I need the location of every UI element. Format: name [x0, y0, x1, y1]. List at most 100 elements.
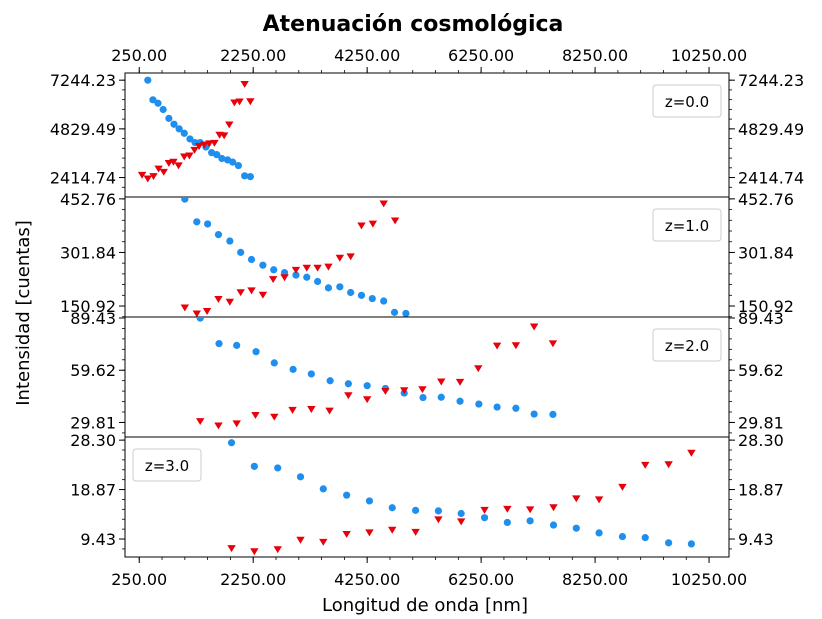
blue-point: [641, 534, 649, 542]
red-point: [474, 365, 483, 373]
red-point: [196, 418, 205, 426]
red-point: [618, 483, 627, 491]
blue-point: [549, 410, 557, 419]
blue-point: [149, 96, 157, 104]
red-point: [154, 165, 163, 173]
blue-point: [412, 506, 420, 514]
y-tick-label-left: 2414.74: [50, 169, 116, 188]
panel-markers: [196, 317, 558, 430]
panel-frame: [124, 196, 730, 318]
y-tick-label-right: 452.76: [738, 190, 794, 209]
blue-point: [154, 99, 162, 107]
bottom-x-tick-label: 8250.00: [562, 570, 628, 589]
red-point: [225, 298, 235, 306]
red-point: [143, 175, 152, 183]
legend-box: [132, 448, 202, 482]
blue-point: [227, 439, 236, 447]
red-point: [362, 396, 372, 404]
red-point: [230, 99, 239, 107]
blue-point: [336, 283, 344, 291]
blue-point: [289, 365, 297, 373]
red-point: [200, 141, 209, 149]
blue-point: [480, 514, 489, 522]
red-point: [344, 392, 353, 400]
red-point: [503, 505, 512, 513]
red-point: [437, 378, 446, 386]
top-x-axis: 250.00 2250.00 4250.00 6250.00 8250.00 10250.…: [111, 46, 747, 73]
blue-point: [390, 308, 399, 316]
bottom-x-axis: 250.00 2250.00 4250.00 6250.00 8250.00 10250.…: [111, 557, 747, 589]
y-tick-label-right: 301.84: [738, 243, 794, 262]
red-point: [319, 538, 328, 546]
red-point: [480, 506, 489, 514]
red-point: [365, 529, 374, 537]
red-point: [210, 139, 219, 147]
red-point: [190, 146, 199, 154]
top-x-tick-label: 6250.00: [448, 46, 514, 65]
red-point: [302, 264, 311, 272]
blue-point: [159, 105, 167, 114]
panel-frame: [124, 436, 730, 558]
blue-point: [296, 473, 305, 481]
blue-point: [234, 161, 242, 170]
y-tick-label-left: 301.84: [60, 243, 116, 262]
blue-point: [204, 220, 212, 228]
blue-point: [313, 277, 322, 286]
blue-point: [512, 404, 520, 412]
panel-markers: [227, 439, 696, 556]
red-point: [174, 162, 183, 170]
red-point: [247, 287, 256, 295]
red-point: [232, 420, 241, 428]
blue-point: [549, 521, 558, 529]
top-x-tick-label: 2250.00: [220, 46, 286, 65]
blue-point: [388, 504, 396, 512]
red-point: [548, 340, 558, 348]
red-point: [434, 516, 443, 524]
red-point: [549, 504, 558, 512]
bottom-x-tick-label: 4250.00: [334, 570, 400, 589]
y-tick-label-left: 4829.49: [50, 120, 116, 139]
red-point: [235, 98, 244, 106]
blue-point: [196, 317, 204, 322]
blue-point: [247, 255, 256, 264]
blue-point: [687, 540, 695, 548]
y-axis-label: Intensidad [cuentas]: [13, 220, 34, 406]
blue-point: [526, 517, 534, 525]
panel-markers: [137, 76, 255, 183]
y-tick-label-left: 9.43: [80, 530, 116, 549]
red-point: [268, 276, 278, 284]
chart-title: Atenuación cosmológica: [263, 12, 564, 37]
blue-point: [246, 173, 254, 181]
blue-point: [402, 309, 410, 317]
red-point: [572, 495, 581, 503]
blue-point: [237, 248, 245, 256]
top-x-tick-label: 8250.00: [562, 46, 628, 65]
blue-point: [252, 348, 260, 356]
legend-label: z=2.0: [665, 337, 709, 355]
red-point: [390, 217, 400, 225]
y-tick-label-right: 18.87: [738, 481, 784, 500]
blue-point: [380, 297, 388, 305]
red-point: [324, 263, 333, 271]
panel-2: 29.81 29.81 59.62 59.62 89.43 89.43 z=2.0: [70, 309, 784, 438]
red-point: [381, 387, 390, 395]
y-tick-label-right: 28.30: [738, 431, 784, 450]
red-point: [411, 528, 420, 536]
panel-legend: z=1.0: [652, 208, 722, 242]
red-point: [594, 496, 604, 504]
red-point: [180, 153, 189, 161]
red-point: [492, 342, 502, 350]
blue-point: [437, 393, 445, 401]
blue-point: [357, 291, 366, 299]
red-point: [180, 304, 190, 312]
panel-legend: z=0.0: [652, 84, 722, 118]
legend-label: z=1.0: [665, 217, 709, 235]
blue-point: [326, 377, 334, 385]
blue-point: [434, 507, 442, 515]
blue-point: [344, 380, 352, 388]
panel-legend: z=2.0: [652, 328, 722, 362]
blue-point: [303, 273, 311, 281]
bottom-x-tick-label: 10250.00: [671, 570, 747, 589]
blue-point: [214, 231, 223, 239]
blue-point: [530, 410, 538, 418]
